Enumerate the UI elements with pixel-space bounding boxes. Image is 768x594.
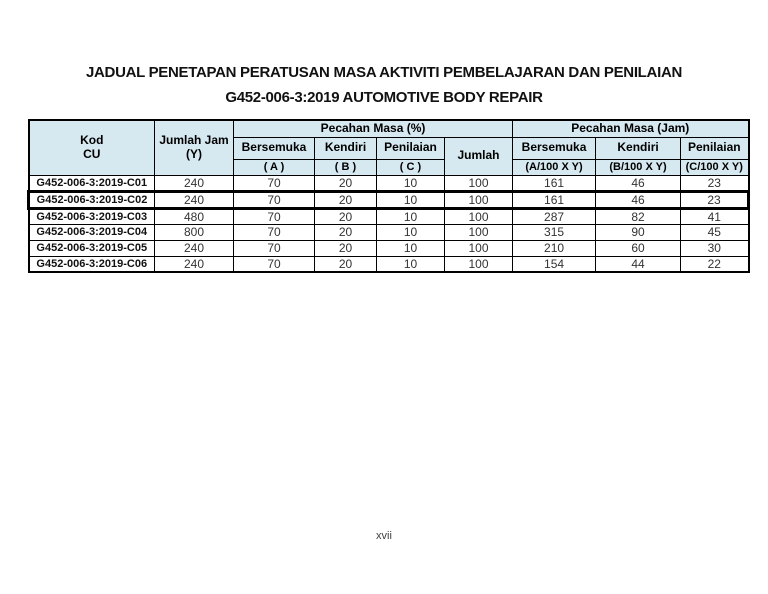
header-subrow: ( A ) ( B ) ( C ) (A/100 X Y) (B/100 X Y… xyxy=(29,158,750,176)
masa-table-container: Kod CU Jumlah Jam (Y) Pecahan Masa (%) P… xyxy=(27,119,751,273)
cell-kendiri-pct: 20 xyxy=(314,189,377,210)
cell-bersemuka-jam: 161 xyxy=(512,189,597,210)
cell-penilaian-jam: 22 xyxy=(680,255,750,273)
table-row: G452-006-3:2019-C03 480 70 20 10 100 287… xyxy=(28,207,750,225)
header-penilaian-pct: Penilaian xyxy=(376,136,445,160)
cell-kendiri-jam: 90 xyxy=(595,223,682,241)
cell-penilaian-pct: 10 xyxy=(376,174,445,192)
cell-penilaian-pct: 10 xyxy=(376,255,445,273)
cell-kendiri-jam: 44 xyxy=(595,255,682,273)
header-kod-cu: Kod CU xyxy=(28,119,155,176)
header-kendiri-pct: Kendiri xyxy=(314,136,377,160)
cell-kod: G452-006-3:2019-C06 xyxy=(28,255,155,273)
header-formula-a: (A/100 X Y) xyxy=(512,158,597,176)
cell-jumlah-jam: 240 xyxy=(154,174,234,192)
cell-jumlah: 100 xyxy=(443,174,514,192)
page-subtitle: G452-006-3:2019 AUTOMOTIVE BODY REPAIR xyxy=(225,89,543,106)
cell-penilaian-pct: 10 xyxy=(376,239,445,257)
table-row: G452-006-3:2019-C01 240 70 20 10 100 161… xyxy=(28,174,750,192)
table-row-highlighted: G452-006-3:2019-C02 240 70 20 10 100 161… xyxy=(27,189,751,210)
cell-jumlah: 100 xyxy=(443,223,514,241)
cell-bersemuka-jam: 154 xyxy=(512,255,597,273)
cell-kendiri-jam: 46 xyxy=(595,174,682,192)
header-jumlah-jam-line1: Jumlah Jam xyxy=(159,132,229,147)
cell-jumlah: 100 xyxy=(443,239,514,257)
page-title: JADUAL PENETAPAN PERATUSAN MASA AKTIVITI… xyxy=(85,64,683,81)
masa-table: Kod CU Jumlah Jam (Y) Pecahan Masa (%) P… xyxy=(27,119,751,273)
cell-penilaian-jam: 23 xyxy=(680,174,750,192)
cell-jumlah-jam: 800 xyxy=(154,223,234,241)
cell-jumlah: 100 xyxy=(443,207,514,225)
cell-penilaian-pct: 10 xyxy=(376,189,445,210)
cell-penilaian-jam: 23 xyxy=(680,189,751,210)
header-kod-line1: Kod xyxy=(80,132,104,147)
cell-penilaian-jam: 30 xyxy=(680,239,750,257)
cell-jumlah: 100 xyxy=(443,189,514,210)
cell-kendiri-pct: 20 xyxy=(314,174,377,192)
header-penilaian-jam: Penilaian xyxy=(680,136,750,160)
cell-bersemuka-pct: 70 xyxy=(233,189,315,210)
cell-kendiri-jam: 46 xyxy=(595,189,682,210)
cell-penilaian-jam: 45 xyxy=(680,223,750,241)
cell-penilaian-pct: 10 xyxy=(376,223,445,241)
header-jumlah-jam-line2: (Y) xyxy=(186,146,202,161)
header-jumlah: Jumlah xyxy=(443,136,514,176)
cell-penilaian-pct: 10 xyxy=(376,207,445,225)
header-group-pecahan-masa-pct: Pecahan Masa (%) xyxy=(232,119,514,138)
header-bersemuka-jam: Bersemuka xyxy=(512,136,597,160)
cell-penilaian-jam: 41 xyxy=(680,207,750,225)
header-formula-c: (C/100 X Y) xyxy=(680,158,750,176)
cell-kod: G452-006-3:2019-C05 xyxy=(28,239,155,257)
cell-bersemuka-pct: 70 xyxy=(233,174,315,192)
cell-kod: G452-006-3:2019-C04 xyxy=(28,223,155,241)
cell-bersemuka-pct: 70 xyxy=(233,223,315,241)
header-group-row: Kod CU Jumlah Jam (Y) Pecahan Masa (%) P… xyxy=(28,119,750,176)
header-kod-line2: CU xyxy=(83,146,101,161)
header-kendiri-jam: Kendiri xyxy=(595,136,682,160)
cell-kendiri-pct: 20 xyxy=(314,223,377,241)
table-row: G452-006-3:2019-C04 800 70 20 10 100 315… xyxy=(28,223,750,241)
header-formula-b: (B/100 X Y) xyxy=(595,158,682,176)
cell-jumlah-jam: 480 xyxy=(154,207,234,225)
header-sub-b: ( B ) xyxy=(314,158,377,176)
cell-bersemuka-pct: 70 xyxy=(233,255,315,273)
cell-bersemuka-jam: 315 xyxy=(512,223,597,241)
cell-kendiri-pct: 20 xyxy=(314,239,377,257)
header-sub-a: ( A ) xyxy=(233,158,315,176)
header-sub-c: ( C ) xyxy=(376,158,445,176)
cell-jumlah-jam: 240 xyxy=(154,255,234,273)
header-jumlah-jam: Jumlah Jam (Y) xyxy=(154,119,234,176)
cell-bersemuka-jam: 161 xyxy=(512,174,597,192)
cell-bersemuka-jam: 287 xyxy=(512,207,597,225)
cell-kod: G452-006-3:2019-C03 xyxy=(28,207,155,225)
cell-bersemuka-pct: 70 xyxy=(233,239,315,257)
table-row: G452-006-3:2019-C06 240 70 20 10 100 154… xyxy=(28,255,750,273)
table-row: G452-006-3:2019-C05 240 70 20 10 100 210… xyxy=(28,239,750,257)
cell-jumlah-jam: 240 xyxy=(154,239,234,257)
cell-kendiri-pct: 20 xyxy=(314,255,377,273)
cell-kendiri-jam: 82 xyxy=(595,207,682,225)
page-number: xvii xyxy=(376,530,392,542)
cell-kendiri-pct: 20 xyxy=(314,207,377,225)
header-bersemuka-pct: Bersemuka xyxy=(233,136,315,160)
cell-kendiri-jam: 60 xyxy=(595,239,682,257)
cell-bersemuka-pct: 70 xyxy=(233,207,315,225)
header-group-pecahan-masa-jam: Pecahan Masa (Jam) xyxy=(512,119,750,138)
cell-jumlah: 100 xyxy=(443,255,514,273)
cell-bersemuka-jam: 210 xyxy=(512,239,597,257)
cell-kod: G452-006-3:2019-C02 xyxy=(27,189,155,210)
cell-kod: G452-006-3:2019-C01 xyxy=(28,174,155,192)
cell-jumlah-jam: 240 xyxy=(154,189,234,210)
